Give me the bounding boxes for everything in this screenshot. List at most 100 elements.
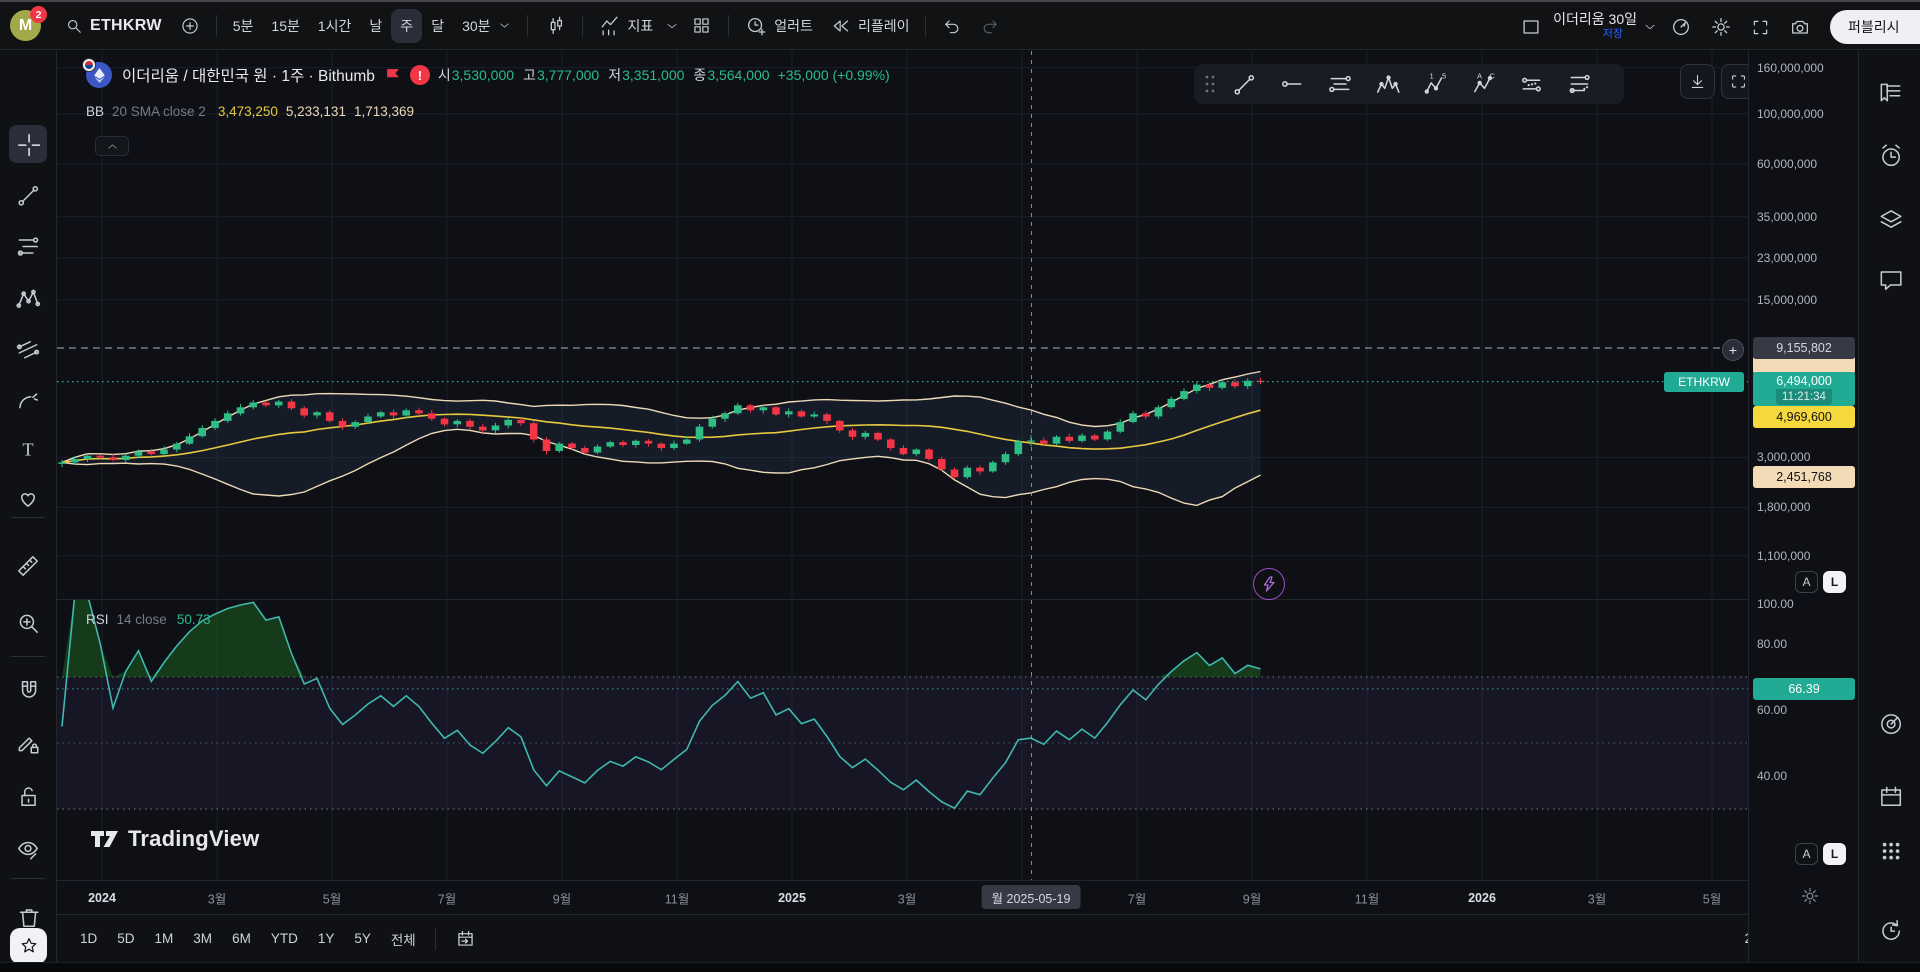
crosshair-tool[interactable] [9,125,47,163]
alerts-panel[interactable] [1871,136,1909,174]
bottom-strip [0,962,1920,972]
alert-exclamation-icon[interactable]: ! [410,65,430,85]
tradingview-glyph [90,826,120,852]
magnet-icon [15,678,41,704]
range-3M[interactable]: 3M [184,926,221,951]
stay-in-drawing-mode[interactable] [9,724,47,762]
range-6M[interactable]: 6M [223,926,260,951]
chart-type-button[interactable] [535,9,575,43]
time-label: 7월 [438,888,456,907]
range-1D[interactable]: 1D [71,926,106,951]
timeframe-1시간[interactable]: 1시간 [309,9,361,43]
toolbar-divider [925,15,926,37]
timeframe-15분[interactable]: 15분 [262,9,308,43]
quick-search-button[interactable] [1661,10,1701,44]
measure-tool[interactable] [9,547,47,585]
timeframe-5분[interactable]: 5분 [224,9,263,43]
hide-all-drawings[interactable] [9,830,47,868]
undo-button[interactable] [933,9,971,43]
hotlists-panel[interactable] [1871,199,1909,237]
watchlist-panel[interactable] [1871,73,1909,111]
history-panel[interactable] [1871,911,1909,949]
layout-name-block[interactable]: 이더리움 30일 저장 [1553,12,1637,42]
time-axis[interactable]: 월 2025-05-19 20243월5월7월9월11월20253월7월9월11… [57,881,1858,914]
symbol-search-button[interactable]: ETHKRW [55,9,171,43]
fav-trend-based-fib[interactable] [1508,64,1556,104]
fav-elliott-impulse[interactable]: 15 [1412,64,1460,104]
tradingview-logo[interactable]: TradingView [90,826,259,852]
brush-tool[interactable] [9,381,47,419]
go-to-date-button[interactable] [446,923,485,954]
price-tick: 15,000,000 [1757,293,1817,307]
range-전체[interactable]: 전체 [382,924,425,954]
pattern-tool[interactable] [9,279,47,317]
remove-objects[interactable] [9,897,47,935]
symbol-legend[interactable]: 이더리움 / 대한민국 원 · 1주 · Bithumb ! 시3,530,00… [86,62,890,88]
rsi-indicator-legend[interactable]: RSI 14 close 50.73 [86,612,211,627]
drag-handle[interactable] [1200,64,1220,104]
fav-horizontal-ray[interactable] [1268,64,1316,104]
save-link[interactable]: 저장 [1603,27,1623,42]
redo-button[interactable] [971,9,1009,43]
zoom-in-icon [15,610,41,636]
price-tick: 1,100,000 [1757,549,1810,563]
chat-panel[interactable] [1871,260,1909,298]
flag-icon[interactable] [383,66,402,84]
auto-scale-button[interactable]: A [1795,843,1818,865]
magnet-mode[interactable] [9,672,47,710]
fav-fib-channel[interactable] [1556,64,1604,104]
text-tool[interactable]: T [9,430,47,468]
fav-head-and-shoulders[interactable] [1364,64,1412,104]
range-group: 1D5D1M3M6MYTD1Y5Y전체 [71,924,425,954]
collapse-legend-button[interactable] [95,136,129,156]
more-apps[interactable] [1871,831,1909,869]
crosshair-plus-button[interactable]: + [1722,339,1744,361]
alert-button[interactable]: 얼러트 [736,9,822,43]
auto-scale-button[interactable]: A [1795,571,1818,593]
bb-indicator-legend[interactable]: BB 20 SMA close 2 3,473,250 5,233,131 1,… [86,104,414,119]
settings-button[interactable] [1701,10,1741,44]
timeframe-달[interactable]: 달 [422,9,453,43]
publish-button[interactable]: 퍼블리시 [1830,10,1920,44]
timeframe-주[interactable]: 주 [391,9,422,43]
fav-elliott-correction[interactable]: AC [1460,64,1508,104]
symbol-title[interactable]: 이더리움 / 대한민국 원 · 1주 · Bithumb [122,64,375,86]
range-1Y[interactable]: 1Y [309,926,344,951]
gear-icon [1710,16,1732,38]
timeframe-30분[interactable]: 30분 [453,9,519,43]
fav-parallel-channel[interactable] [1316,64,1364,104]
user-avatar[interactable]: M 2 [10,10,41,41]
time-axis-gear-icon[interactable] [1800,886,1820,906]
log-scale-button[interactable]: L [1823,843,1846,865]
price-scale[interactable]: 160,000,000100,000,00060,000,00035,000,0… [1748,51,1858,972]
range-YTD[interactable]: YTD [262,926,307,951]
timeframe-날[interactable]: 날 [360,9,391,43]
replay-button[interactable]: 리플레이 [822,9,919,43]
chevron-down-icon [498,19,511,32]
indicators-button[interactable]: 지표 [590,9,663,43]
trend-line-tool[interactable] [9,176,47,214]
log-scale-button[interactable]: L [1823,571,1846,593]
emoji-tool[interactable] [9,479,47,517]
zoom-in-tool[interactable] [9,604,47,642]
pane-separator[interactable] [57,599,1858,600]
lock-all-drawings[interactable] [9,777,47,815]
range-1M[interactable]: 1M [146,926,183,951]
layout-grid-button[interactable] [682,9,721,43]
indicators-templates-caret[interactable] [662,9,682,43]
layout-caret[interactable] [1639,10,1661,44]
scroll-to-recent-button[interactable] [1680,64,1715,99]
compare-add-button[interactable] [171,9,209,43]
parallel-channel-icon [1327,71,1353,97]
snapshot-button[interactable] [1780,10,1820,44]
screener-panel[interactable] [1871,704,1909,742]
fullscreen-button[interactable] [1741,10,1780,44]
calendar-panel[interactable] [1871,777,1909,815]
range-5Y[interactable]: 5Y [345,926,380,951]
quick-trade-lightning-button[interactable] [1253,568,1285,600]
fib-retracement-tool[interactable] [9,227,47,265]
fav-trend-line[interactable] [1220,64,1268,104]
range-5D[interactable]: 5D [108,926,143,951]
projection-tool[interactable] [9,329,47,367]
layout-select-button[interactable] [1511,10,1551,44]
